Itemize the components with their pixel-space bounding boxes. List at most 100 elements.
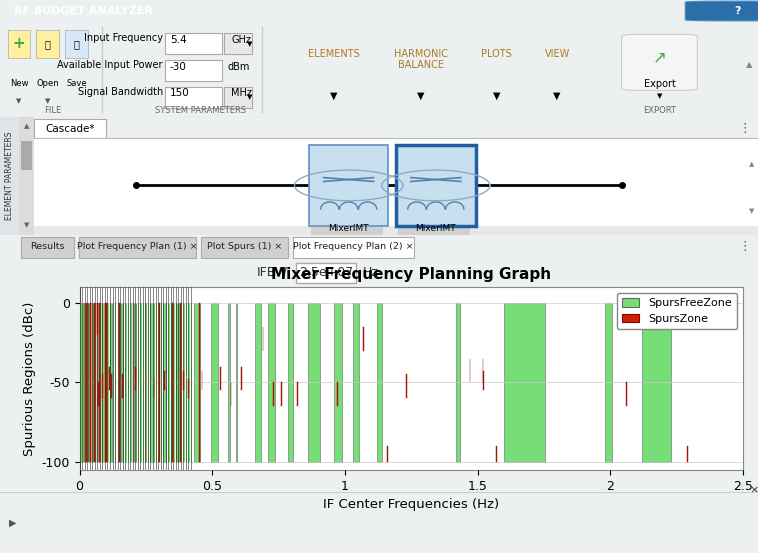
Bar (83, 303, 84, 462)
Bar (92, 303, 94, 462)
Bar (165, 60, 222, 81)
Text: ?: ? (735, 6, 741, 16)
Bar (177, 303, 178, 462)
Text: ▼: ▼ (247, 94, 252, 100)
Bar (123, 303, 124, 462)
Bar (80, 303, 81, 462)
Bar (87, 303, 89, 462)
Bar (95, 303, 96, 462)
Text: HARMONIC
BALANCE: HARMONIC BALANCE (393, 49, 448, 70)
Bar (79, 237, 196, 258)
Bar (220, 367, 221, 390)
Bar (172, 303, 174, 462)
Bar (297, 383, 298, 406)
Text: MixerIMT: MixerIMT (328, 223, 369, 233)
Bar (117, 303, 119, 462)
Text: 📂: 📂 (45, 39, 51, 49)
Bar (8, 30, 30, 58)
Text: MixerIMT: MixerIMT (415, 223, 456, 233)
Bar (65, 30, 88, 58)
Bar (337, 383, 338, 406)
Bar (178, 303, 180, 462)
Bar (134, 303, 136, 462)
Text: Open: Open (36, 79, 59, 88)
Bar (143, 303, 144, 462)
Text: ▼: ▼ (553, 91, 561, 101)
Bar (110, 303, 112, 462)
Text: ELEMENTS: ELEMENTS (308, 49, 359, 59)
Text: ▼: ▼ (23, 222, 30, 228)
Bar (102, 303, 105, 462)
Bar (19, 117, 34, 235)
FancyBboxPatch shape (396, 145, 476, 226)
Bar (135, 367, 136, 390)
Bar (140, 303, 142, 462)
Bar (504, 303, 545, 462)
Bar (189, 303, 190, 462)
Text: ▼: ▼ (493, 91, 500, 101)
Bar (483, 371, 484, 390)
Bar (130, 303, 132, 462)
Bar (605, 303, 612, 462)
Bar (171, 303, 172, 462)
X-axis label: IF Center Frequencies (Hz): IF Center Frequencies (Hz) (323, 498, 500, 511)
Legend: SpursFreeZone, SpursZone: SpursFreeZone, SpursZone (617, 293, 738, 330)
Bar (92, 303, 94, 462)
Text: ▼: ▼ (656, 93, 662, 99)
Text: Cascade*: Cascade* (45, 124, 95, 134)
FancyBboxPatch shape (622, 34, 697, 90)
Bar (161, 303, 162, 462)
Bar (186, 303, 187, 462)
Text: Signal Bandwidth: Signal Bandwidth (78, 87, 163, 97)
Text: Results: Results (30, 242, 65, 251)
Text: Plot Frequency Plan (2) ×: Plot Frequency Plan (2) × (293, 242, 414, 251)
Bar (148, 303, 149, 462)
Bar (224, 33, 252, 54)
Bar (236, 303, 237, 462)
Bar (293, 237, 414, 258)
Bar (80, 303, 86, 462)
Bar (165, 87, 222, 107)
Bar (163, 303, 164, 462)
Bar (146, 303, 147, 462)
Bar (110, 303, 111, 462)
Bar (102, 303, 104, 462)
Text: ▶: ▶ (9, 518, 17, 528)
Text: MHz: MHz (231, 88, 252, 98)
Bar (105, 303, 106, 462)
Text: GHz: GHz (231, 35, 251, 45)
Bar (406, 374, 407, 398)
Text: Input Frequency: Input Frequency (84, 33, 163, 43)
Bar (97, 303, 99, 462)
Text: Plot Spurs (1) ×: Plot Spurs (1) × (207, 242, 282, 251)
Bar (166, 303, 167, 462)
Text: 2.5e+07: 2.5e+07 (299, 267, 353, 279)
Text: ⋮: ⋮ (738, 240, 750, 253)
Text: FILE: FILE (45, 106, 61, 115)
Text: ELEMENT PARAMETERS: ELEMENT PARAMETERS (5, 132, 14, 220)
Text: ▼: ▼ (417, 91, 424, 101)
Bar (288, 303, 293, 462)
Bar (183, 303, 185, 462)
Text: Hz: Hz (362, 267, 378, 279)
Bar (456, 303, 460, 462)
Bar (120, 303, 121, 462)
Text: VIEW: VIEW (544, 49, 570, 59)
Bar (89, 303, 91, 462)
Bar (88, 303, 90, 462)
Text: -30: -30 (170, 62, 186, 72)
Bar (163, 303, 166, 462)
Text: SYSTEM PARAMETERS: SYSTEM PARAMETERS (155, 106, 246, 115)
Bar (97, 303, 98, 335)
Bar (155, 303, 157, 462)
Text: Plot Frequency Plan (1) ×: Plot Frequency Plan (1) × (77, 242, 198, 251)
Bar (191, 303, 193, 462)
Bar (228, 303, 230, 462)
Y-axis label: Spurious Regions (dBc): Spurious Regions (dBc) (23, 301, 36, 456)
Bar (255, 303, 262, 462)
Text: ×10¹⁰: ×10¹⁰ (750, 484, 758, 494)
Text: ▼: ▼ (330, 91, 337, 101)
Bar (181, 303, 182, 462)
Text: dBm: dBm (227, 62, 250, 72)
Bar (34, 119, 106, 138)
